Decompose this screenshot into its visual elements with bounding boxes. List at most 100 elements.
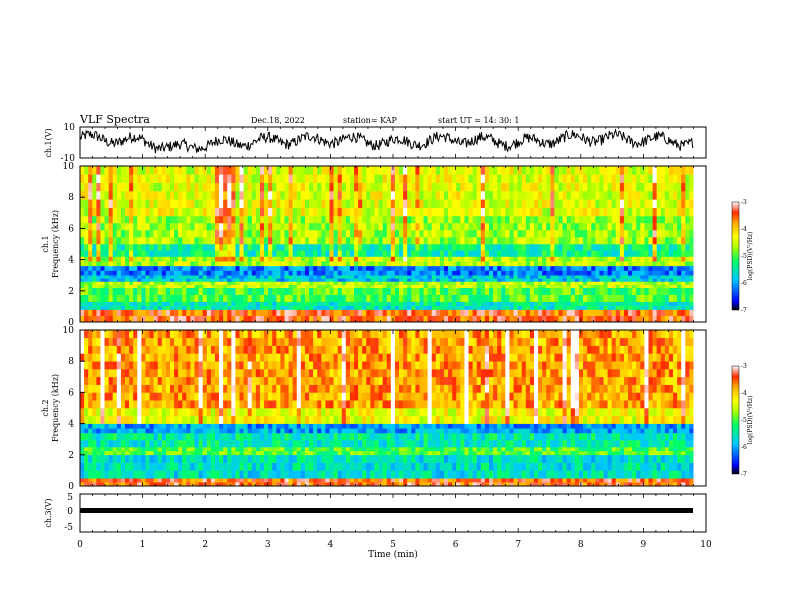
spectrogram-cell xyxy=(296,309,302,317)
spectrogram-cell xyxy=(611,470,617,479)
spectrogram-cell xyxy=(362,462,367,471)
spectrogram-cell xyxy=(272,166,277,175)
spectrogram-cell xyxy=(452,470,457,479)
spectrogram-cell xyxy=(292,478,298,483)
spectrogram-cell xyxy=(157,301,163,306)
spectrogram-cell xyxy=(300,199,306,208)
spectrogram-cell xyxy=(370,278,375,282)
spectrogram-cell xyxy=(80,236,85,245)
spectrogram-cell xyxy=(558,215,563,224)
spectrogram-cell xyxy=(529,450,535,456)
spectrogram-cell xyxy=(354,278,359,282)
spectrogram-cell xyxy=(607,190,612,200)
spectrogram-cell xyxy=(206,182,212,192)
spectrogram-cell xyxy=(480,482,486,486)
spectrogram-cell xyxy=(394,315,400,322)
spectrogram-cell xyxy=(210,301,216,306)
spectrogram-cell xyxy=(149,462,154,471)
spectrogram-cell xyxy=(488,478,494,483)
spectrogram-cell xyxy=(448,270,453,276)
spectrogram-cell xyxy=(562,281,567,285)
spectrogram-cell xyxy=(525,305,531,310)
spectrogram-cell xyxy=(423,207,428,217)
spectrogram-cell xyxy=(264,199,269,208)
spectrogram-cell xyxy=(161,478,167,483)
spectrogram-cell xyxy=(120,478,126,483)
spectrogram-cell xyxy=(129,284,134,288)
spectrogram-cell xyxy=(607,309,612,317)
spectrogram-cell xyxy=(219,294,224,303)
spectrogram-cell xyxy=(210,450,216,456)
spectrogram-cell xyxy=(149,236,154,245)
spectrogram-cell xyxy=(497,301,502,306)
spectrogram-cell xyxy=(129,462,134,471)
spectrogram-cell xyxy=(313,190,318,200)
spectrogram-cell xyxy=(382,265,388,271)
spectrogram-cell xyxy=(394,278,400,282)
spectrogram-cell xyxy=(513,301,518,306)
spectrogram-cell xyxy=(88,207,93,217)
spectrogram-cell xyxy=(100,482,105,486)
spectrogram-cell xyxy=(660,207,666,217)
spectrogram-cell xyxy=(304,287,310,295)
spectrogram-cell xyxy=(141,236,146,245)
spectrogram-cell xyxy=(488,244,494,251)
spectrogram-cell xyxy=(137,482,142,486)
spectrogram-cell xyxy=(341,236,347,245)
spectrogram-cell xyxy=(435,454,441,463)
spectrogram-cell xyxy=(280,278,285,282)
spectrogram-cell xyxy=(644,166,649,175)
spectrogram-cell xyxy=(546,482,551,486)
spectrogram-cell xyxy=(186,229,191,238)
spectrogram-cell xyxy=(423,215,428,224)
spectrogram-cell xyxy=(247,244,253,251)
spectrogram-cell xyxy=(174,256,179,262)
spectrogram-cell xyxy=(317,301,322,306)
spectrogram-cell xyxy=(370,478,375,483)
spectrogram-cell xyxy=(656,454,662,463)
spectrogram-cell xyxy=(169,190,175,200)
spectrogram-cell xyxy=(517,447,523,452)
spectrogram-cell xyxy=(255,265,261,271)
spectrogram-cell xyxy=(484,454,490,463)
spectrogram-cell xyxy=(595,244,600,251)
spectrogram-cell xyxy=(611,174,617,183)
spectrogram-cell xyxy=(472,174,478,183)
spectrogram-cell xyxy=(341,447,347,452)
spectrogram-cell xyxy=(80,229,85,238)
spectrogram-cell xyxy=(538,215,543,224)
spectrogram-cell xyxy=(133,478,138,483)
spectrogram-cell xyxy=(652,450,657,456)
spectrogram-cell xyxy=(525,261,531,267)
spectrogram-cell xyxy=(124,281,130,285)
spectrogram-cell xyxy=(468,284,473,288)
spectrogram-cell xyxy=(603,229,608,238)
spectrogram-cell xyxy=(644,244,649,251)
spectrogram-cell xyxy=(341,284,347,288)
spectrogram-cell xyxy=(558,256,563,262)
spectrogram-cell xyxy=(619,236,625,245)
spectrogram-cell xyxy=(484,284,490,288)
spectrogram-cell xyxy=(493,454,498,463)
spectrogram-cell xyxy=(104,309,109,317)
spectrogram-cell xyxy=(591,215,596,224)
spectrogram-cell xyxy=(591,301,596,306)
spectrogram-cell xyxy=(280,256,285,262)
spectrogram-cell xyxy=(268,309,273,317)
spectrogram-cell xyxy=(141,199,146,208)
spectrogram-cell xyxy=(268,207,273,217)
spectrogram-cell xyxy=(546,294,551,303)
spectrogram-cell xyxy=(603,315,608,322)
spectrogram-cell xyxy=(333,190,338,200)
spectrogram-cell xyxy=(272,470,277,479)
spectrogram-cell xyxy=(644,229,649,238)
spectrogram-cell xyxy=(595,236,600,245)
spectrogram-cell xyxy=(149,222,154,231)
spectrogram-cell xyxy=(407,281,412,285)
spectrogram-cell xyxy=(145,244,150,251)
spectrogram-cell xyxy=(239,256,244,262)
spectrogram-cell xyxy=(611,278,617,282)
spectrogram-cell xyxy=(484,294,490,303)
spectrogram-cell xyxy=(239,284,244,288)
spectrogram-cell xyxy=(296,207,302,217)
